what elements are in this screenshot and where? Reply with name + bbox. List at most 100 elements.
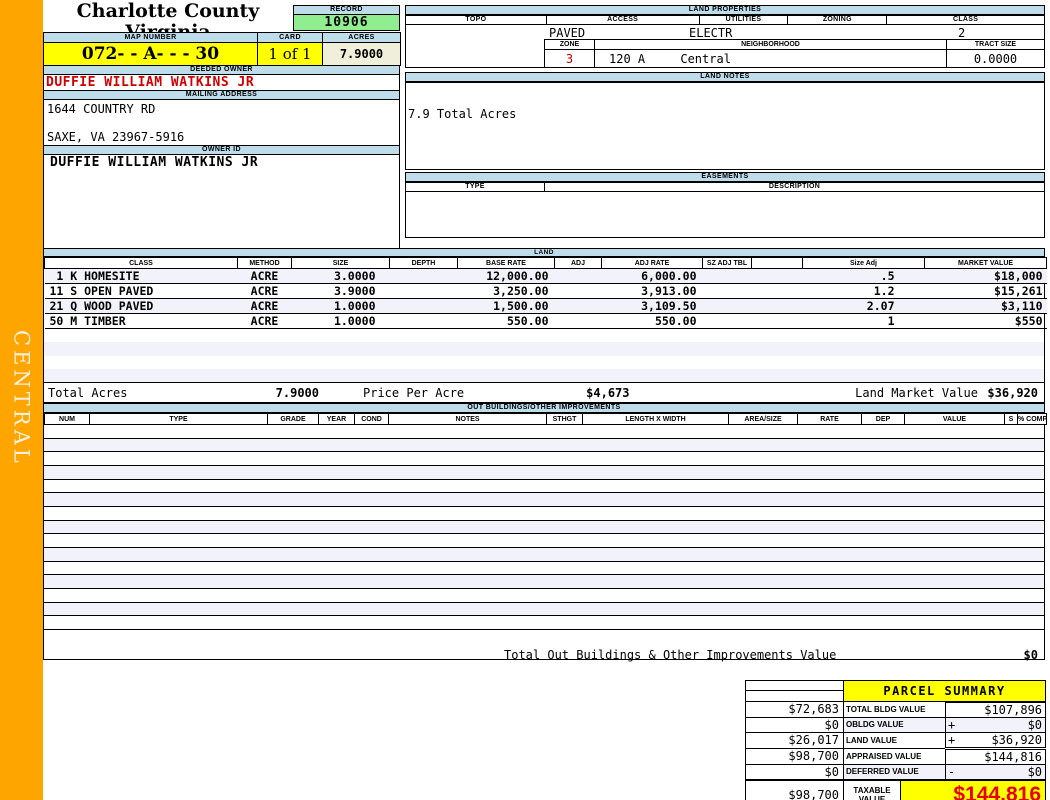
ob-col-dep: DEP	[861, 413, 905, 425]
land-cell-size-adj: 1	[887, 314, 895, 328]
obldg-value-label: OBLDG VALUE	[843, 716, 946, 733]
deeded-owner-value: DUFFIE WILLIAM WATKINS JR	[43, 75, 400, 90]
utilities-value: ELECTR	[689, 26, 733, 40]
address-line-1: 1644 COUNTRY RD	[47, 102, 156, 116]
land-market-value-value: $36,920	[987, 385, 1038, 400]
land-cell-size: 3.0000	[333, 269, 376, 283]
land-cell-blank	[752, 299, 803, 314]
ob-col-cond: COND	[354, 413, 389, 425]
land-row: 21 Q WOOD PAVED ACRE 1.0000 1,500.00 3,1…	[44, 298, 1047, 314]
card-value: 1 of 1	[257, 42, 323, 66]
land-cell-blank	[752, 284, 803, 299]
obldg-value: + $0	[944, 716, 1047, 733]
land-row: 50 M TIMBER ACRE 1.0000 550.00 550.00 1 …	[44, 314, 1047, 329]
land-cell-base-rate: 550.00	[506, 314, 549, 328]
neighborhood-code: 120 A	[609, 51, 646, 66]
parcel-summary: PARCEL SUMMARY $72,683 TOTAL BLDG VALUE …	[745, 680, 1047, 800]
access-column-label: ACCESS	[546, 15, 700, 25]
ob-col-num: NUM	[44, 413, 90, 425]
ob-col-year: YEAR	[318, 413, 355, 425]
class-value: 2	[958, 26, 966, 40]
amount: $144,816	[984, 749, 1043, 764]
land-cell-method: ACRE	[250, 284, 279, 298]
empty-row	[44, 368, 1044, 382]
empty-cell	[747, 691, 843, 701]
land-cell-adj-rate: 550.00	[654, 314, 697, 328]
easement-description-label: DESCRIPTION	[545, 182, 1045, 192]
price-per-acre-value: $4,673	[586, 385, 630, 400]
out-buildings-total-label: Total Out Buildings & Other Improvements…	[504, 648, 837, 662]
land-cell-adj	[555, 269, 602, 284]
prior-taxable-value: $98,700	[745, 778, 844, 800]
empty-row	[44, 575, 1044, 589]
acres-label: ACRES	[322, 32, 401, 43]
owner-id-value: DUFFIE WILLIAM WATKINS JR	[43, 155, 400, 172]
land-cell-depth	[390, 314, 458, 329]
land-header-row: CLASS METHOD SIZE DEPTH BASE RATE ADJ AD…	[44, 257, 1047, 269]
land-cell-blank	[752, 314, 803, 329]
empty-row	[44, 342, 1044, 356]
land-col-adj-rate: ADJ RATE	[601, 257, 703, 269]
land-cell-size-adj: 1.2	[873, 284, 895, 298]
land-cell-class: 21 Q WOOD PAVED	[49, 299, 154, 313]
taxable-row: $98,700 TAXABLE VALUE $144,816	[745, 778, 1047, 800]
owner-id-label: OWNER ID	[43, 145, 400, 155]
summary-row: $0 OBLDG VALUE + $0	[745, 716, 1047, 733]
map-number-label: MAP NUMBER	[43, 32, 258, 43]
taxable-value: $144,816	[899, 778, 1047, 800]
land-cell-method: ACRE	[250, 299, 279, 313]
land-cell-base-rate: 12,000.00	[486, 269, 549, 283]
summary-row: $72,683 TOTAL BLDG VALUE $107,896	[745, 700, 1047, 718]
land-value-label: LAND VALUE	[843, 731, 946, 749]
summary-row: $0 DEFERRED VALUE - $0	[745, 763, 1047, 780]
land-properties-box: TOPO ACCESS UTILITIES ZONING CLASS PAVED…	[405, 15, 1045, 68]
ob-col-grade: GRADE	[267, 413, 319, 425]
record-box: RECORD 10906	[293, 5, 400, 31]
land-col-class: CLASS	[44, 257, 238, 269]
prior-obldg-value: $0	[745, 716, 844, 733]
appraised-value: $144,816	[944, 746, 1047, 765]
land-row: 11 S OPEN PAVED ACRE 3.9000 3,250.00 3,9…	[44, 284, 1047, 299]
acres-value: 7.9000	[322, 42, 401, 66]
land-cell-adj-rate: 3,109.50	[641, 299, 697, 313]
ob-col-notes: NOTES	[388, 413, 547, 425]
empty-row	[44, 438, 1044, 453]
land-col-blank	[751, 257, 803, 269]
land-properties-headers: TOPO ACCESS UTILITIES ZONING CLASS	[405, 15, 1045, 25]
taxable-value-label: TAXABLE VALUE	[843, 778, 901, 800]
tract-size-label: TRACT SIZE	[946, 39, 1045, 50]
land-cell-size-adj: 2.07	[866, 299, 895, 313]
empty-row	[44, 589, 1044, 603]
total-bldg-value-label: TOTAL BLDG VALUE	[843, 701, 946, 718]
land-cell-class: 11 S OPEN PAVED	[49, 284, 154, 298]
land-cell-base-rate: 3,250.00	[493, 284, 549, 298]
land-market-value-label: Land Market Value	[855, 385, 978, 400]
out-buildings-header-table: NUM TYPE GRADE YEAR COND NOTES STHGT LEN…	[44, 413, 1047, 425]
deeded-owner-label: DEEDED OWNER	[43, 65, 400, 75]
record-value: 10906	[293, 15, 400, 31]
class-column-label: CLASS	[887, 15, 1045, 25]
land-cell-size-adj: .5	[880, 269, 895, 283]
land-col-base-rate: BASE RATE	[457, 257, 555, 269]
empty-row	[44, 547, 1044, 562]
easements-box	[405, 192, 1045, 238]
land-cell-sz-adj-tbl	[703, 299, 752, 314]
county-header: Charlotte County Virginia Commissioner o…	[43, 0, 293, 53]
land-cell-size: 3.9000	[333, 284, 376, 298]
neighborhood-sidebar: CENTRAL	[0, 0, 43, 800]
total-bldg-value: $107,896	[944, 700, 1047, 718]
summary-row: $98,700 APPRAISED VALUE $144,816	[745, 746, 1047, 765]
empty-row	[44, 425, 1044, 439]
land-properties-title: LAND PROPERTIES	[405, 5, 1045, 15]
topo-column-label: TOPO	[405, 15, 547, 25]
land-totals-row: Total Acres 7.9000 Price Per Acre $4,673…	[44, 382, 1044, 403]
land-cell-method: ACRE	[250, 314, 279, 328]
land-cell-depth	[390, 299, 458, 314]
easement-type-label: TYPE	[405, 182, 545, 192]
empty-row	[44, 562, 1044, 576]
land-title: LAND	[44, 248, 1044, 257]
amount: $107,896	[984, 702, 1043, 717]
empty-row	[44, 534, 1044, 548]
land-col-depth: DEPTH	[389, 257, 458, 269]
land-cell-market-value: $15,261	[994, 284, 1043, 298]
